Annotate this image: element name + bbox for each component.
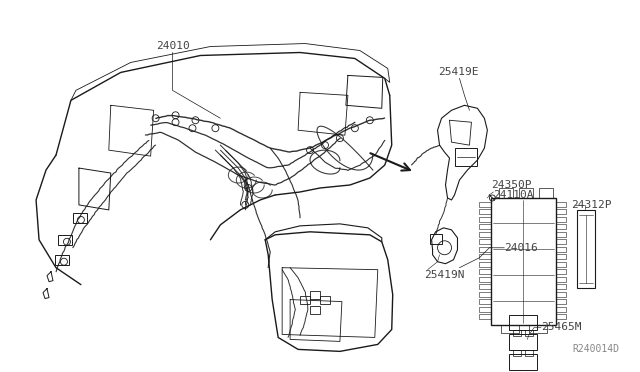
Bar <box>556 232 566 237</box>
Bar <box>456 148 477 166</box>
Bar <box>556 224 566 229</box>
Bar <box>519 188 533 198</box>
Bar <box>479 307 492 311</box>
Bar <box>556 299 566 304</box>
Bar <box>556 217 566 222</box>
Bar <box>429 234 442 244</box>
Bar <box>479 239 492 244</box>
Bar <box>479 277 492 282</box>
Bar <box>539 188 553 198</box>
Bar <box>479 262 492 267</box>
Text: 25419E: 25419E <box>438 67 479 77</box>
Text: 24350P: 24350P <box>492 180 532 190</box>
Bar <box>509 355 537 370</box>
Bar <box>479 314 492 319</box>
Text: 24312P: 24312P <box>571 200 612 210</box>
Bar <box>513 370 521 372</box>
Bar <box>300 296 310 304</box>
Bar <box>479 202 492 207</box>
Bar <box>492 198 556 326</box>
Bar <box>529 326 547 333</box>
Bar <box>556 247 566 252</box>
Bar <box>556 284 566 289</box>
Bar <box>556 314 566 319</box>
Bar <box>556 202 566 207</box>
Text: 25419N: 25419N <box>424 270 465 280</box>
Bar <box>525 370 533 372</box>
Bar <box>499 188 513 198</box>
Bar <box>479 269 492 274</box>
Bar <box>58 235 72 245</box>
Bar <box>479 209 492 214</box>
Bar <box>479 232 492 237</box>
Text: R240014D: R240014D <box>572 344 619 355</box>
Bar <box>479 224 492 229</box>
Text: 24010: 24010 <box>156 41 189 51</box>
Bar <box>509 334 537 350</box>
Bar <box>556 239 566 244</box>
Bar <box>479 284 492 289</box>
Bar <box>73 213 87 223</box>
Bar <box>479 247 492 252</box>
Bar <box>556 277 566 282</box>
Bar <box>556 269 566 274</box>
Bar <box>577 210 595 288</box>
Bar <box>556 209 566 214</box>
Bar <box>501 326 519 333</box>
Bar <box>479 299 492 304</box>
Text: 25465M: 25465M <box>541 323 582 333</box>
Text: 24016: 24016 <box>504 243 538 253</box>
Bar <box>525 330 533 336</box>
Bar <box>556 292 566 296</box>
Bar <box>310 305 320 314</box>
Bar <box>479 292 492 296</box>
Bar <box>320 296 330 304</box>
Bar <box>310 291 320 299</box>
Bar <box>513 350 521 356</box>
Bar <box>479 217 492 222</box>
Bar <box>513 330 521 336</box>
Bar <box>556 262 566 267</box>
Bar <box>556 254 566 259</box>
Bar <box>479 254 492 259</box>
Bar <box>509 314 537 330</box>
Bar <box>525 350 533 356</box>
Bar <box>55 255 69 265</box>
Text: 24110A: 24110A <box>493 190 534 200</box>
Bar <box>556 307 566 311</box>
